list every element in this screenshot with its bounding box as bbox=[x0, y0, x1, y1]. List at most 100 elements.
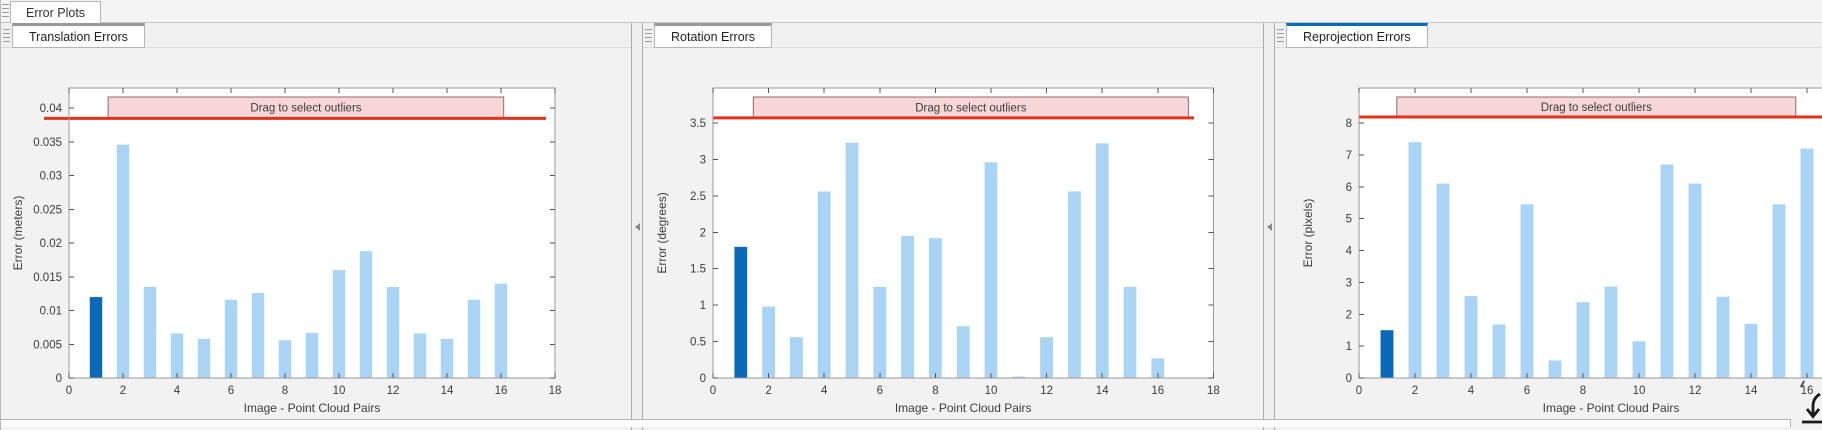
error-bar-1[interactable] bbox=[89, 297, 103, 378]
error-bar-9[interactable] bbox=[305, 332, 319, 378]
y-tick-label: 0 bbox=[1346, 373, 1352, 385]
y-tick-label: 2.5 bbox=[690, 191, 706, 203]
error-bar-4[interactable] bbox=[1464, 296, 1478, 378]
error-bar-10[interactable] bbox=[984, 162, 998, 378]
error-bar-13[interactable] bbox=[1068, 191, 1081, 378]
tab-error-plots[interactable]: Error Plots bbox=[10, 1, 102, 23]
error-bar-16[interactable] bbox=[1800, 148, 1814, 378]
error-bar-15[interactable] bbox=[467, 299, 481, 378]
error-bar-15[interactable] bbox=[1123, 286, 1137, 378]
error-bar-1[interactable] bbox=[734, 246, 748, 378]
x-tick-label: 4 bbox=[1468, 385, 1475, 397]
y-tick-label: 1.5 bbox=[690, 264, 706, 276]
document-tab-bar: Error Plots bbox=[1, 0, 1822, 23]
y-tick-label: 0 bbox=[700, 373, 706, 385]
error-bar-9[interactable] bbox=[956, 326, 970, 378]
error-bar-16[interactable] bbox=[494, 283, 508, 378]
y-tick-label: 1 bbox=[700, 300, 706, 312]
y-tick-label: 0.02 bbox=[40, 238, 62, 250]
error-bar-5[interactable] bbox=[1492, 324, 1506, 378]
y-tick-label: 5 bbox=[1346, 214, 1352, 226]
error-bar-13[interactable] bbox=[413, 333, 427, 378]
error-bar-5[interactable] bbox=[845, 142, 859, 378]
error-bar-12[interactable] bbox=[386, 286, 400, 378]
y-axis-label: Error (pixels) bbox=[1301, 199, 1315, 268]
error-bar-11[interactable] bbox=[359, 251, 373, 378]
error-bar-14[interactable] bbox=[1095, 143, 1109, 378]
y-tick-label: 3 bbox=[1346, 277, 1352, 289]
error-bar-16[interactable] bbox=[1151, 358, 1165, 378]
y-tick-label: 3 bbox=[700, 154, 706, 166]
x-tick-label: 2 bbox=[1412, 385, 1418, 397]
error-bar-10[interactable] bbox=[1632, 341, 1646, 378]
y-axis-label: Error (meters) bbox=[11, 196, 25, 271]
error-bar-12[interactable] bbox=[1688, 183, 1702, 378]
error-bar-6[interactable] bbox=[873, 286, 887, 378]
error-bar-8[interactable] bbox=[1576, 302, 1590, 378]
tab-rotation-errors[interactable]: Rotation Errors bbox=[654, 23, 773, 48]
error-bar-3[interactable] bbox=[1436, 183, 1450, 378]
panel-rotation-errors: Rotation Errors Drag to select outliers 0… bbox=[643, 23, 1263, 430]
error-bar-11[interactable] bbox=[1660, 164, 1674, 378]
error-bar-7[interactable] bbox=[251, 293, 265, 378]
error-bar-4[interactable] bbox=[817, 191, 831, 378]
grip-icon[interactable] bbox=[2, 4, 9, 18]
error-bar-5[interactable] bbox=[197, 338, 211, 378]
y-tick-label: 0.01 bbox=[40, 306, 62, 318]
x-tick-label: 4 bbox=[821, 385, 828, 397]
error-bar-14[interactable] bbox=[440, 338, 454, 378]
x-axis-label: Image - Point Cloud Pairs bbox=[244, 401, 381, 415]
error-bar-14[interactable] bbox=[1744, 323, 1758, 378]
panel-splitter[interactable] bbox=[1263, 23, 1275, 430]
grip-icon[interactable] bbox=[645, 29, 652, 43]
tab-translation-errors-label: Translation Errors bbox=[29, 29, 128, 44]
error-bar-1[interactable] bbox=[1380, 330, 1394, 378]
y-tick-label: 4 bbox=[1346, 246, 1353, 258]
error-bar-15[interactable] bbox=[1772, 204, 1786, 378]
y-tick-label: 2 bbox=[700, 227, 706, 239]
error-bar-6[interactable] bbox=[224, 299, 238, 378]
x-tick-label: 8 bbox=[1580, 385, 1586, 397]
x-tick-label: 10 bbox=[1633, 385, 1646, 397]
error-bar-9[interactable] bbox=[1604, 286, 1618, 378]
tab-translation-errors[interactable]: Translation Errors bbox=[12, 23, 145, 48]
x-tick-label: 2 bbox=[765, 385, 771, 397]
grip-icon[interactable] bbox=[3, 29, 10, 43]
error-bar-13[interactable] bbox=[1716, 296, 1730, 378]
error-bar-11[interactable] bbox=[1012, 376, 1026, 378]
grip-icon[interactable] bbox=[1277, 29, 1284, 43]
x-tick-label: 12 bbox=[1689, 385, 1702, 397]
error-bar-12[interactable] bbox=[1040, 337, 1053, 378]
x-tick-label: 16 bbox=[495, 385, 508, 397]
translation-errors-chart: Drag to select outliers 0 2 4 6 8 10 12 14 16 18 0 0… bbox=[11, 87, 561, 415]
panel-splitter[interactable] bbox=[631, 23, 643, 430]
error-bar-2[interactable] bbox=[1408, 142, 1422, 378]
collapse-arrow-icon bbox=[1267, 223, 1272, 231]
outlier-band-label: Drag to select outliers bbox=[915, 102, 1026, 114]
error-bar-7[interactable] bbox=[1548, 360, 1562, 378]
y-tick-label: 1 bbox=[1346, 341, 1352, 353]
error-bar-2[interactable] bbox=[762, 306, 775, 378]
x-tick-label: 10 bbox=[333, 385, 346, 397]
error-bar-6[interactable] bbox=[1520, 204, 1534, 378]
error-bar-10[interactable] bbox=[332, 270, 346, 378]
outlier-band-label: Drag to select outliers bbox=[250, 103, 361, 115]
x-tick-label: 14 bbox=[441, 385, 454, 397]
x-tick-label: 10 bbox=[985, 385, 998, 397]
error-bar-3[interactable] bbox=[143, 286, 157, 378]
x-tick-label: 12 bbox=[387, 385, 400, 397]
error-bar-8[interactable] bbox=[929, 238, 942, 378]
bottom-scroll-strip[interactable] bbox=[1, 419, 1791, 427]
translation-panel-tab-bar: Translation Errors bbox=[1, 23, 631, 48]
error-bar-3[interactable] bbox=[790, 337, 803, 378]
error-bar-2[interactable] bbox=[116, 144, 130, 378]
error-bar-4[interactable] bbox=[170, 333, 184, 378]
download-arrow-icon[interactable] bbox=[1793, 393, 1822, 430]
tab-reprojection-errors[interactable]: Reprojection Errors bbox=[1286, 23, 1428, 48]
error-bar-8[interactable] bbox=[278, 340, 292, 378]
x-tick-label: 8 bbox=[932, 385, 938, 397]
y-tick-label: 0.04 bbox=[40, 103, 63, 115]
error-bar-7[interactable] bbox=[901, 235, 914, 378]
